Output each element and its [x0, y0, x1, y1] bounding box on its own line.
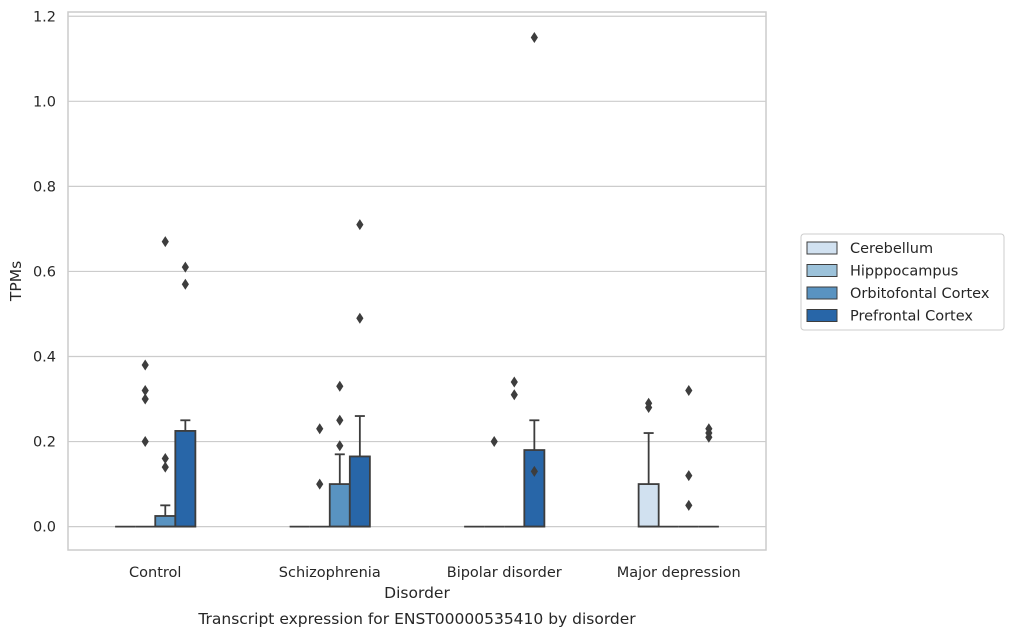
legend-swatch [806, 241, 838, 255]
outlier-point [685, 499, 693, 511]
box-body [348, 455, 371, 528]
outlier-point [141, 385, 149, 397]
outlier-point [161, 453, 169, 465]
outlier-point [705, 423, 713, 435]
outlier-point [356, 219, 364, 231]
y-tick-label: 0.8 [33, 179, 56, 195]
y-tick-label: 0.2 [33, 435, 56, 451]
box-orbitofontal-cortex [154, 504, 177, 528]
outlier-point [181, 261, 189, 273]
y-tick-label: 0.0 [33, 520, 56, 536]
outlier-point [316, 478, 324, 490]
x-tick-label: Schizophrenia [279, 565, 381, 581]
legend-label: Orbitofontal Cortex [850, 286, 990, 302]
outlier-point [316, 423, 324, 435]
outlier-point [685, 385, 693, 397]
outlier-point [336, 380, 344, 392]
boxes [115, 415, 719, 528]
x-tick-label: Major depression [617, 565, 741, 581]
y-tick-label: 0.6 [33, 264, 56, 280]
outlier-point [181, 278, 189, 290]
legend: Cerebellum Hipppocampus Orbitofontal Corte… [800, 233, 1005, 331]
gridlines [68, 15, 766, 528]
box-body [637, 483, 660, 528]
box-prefrontal-cortex [348, 415, 371, 528]
y-axis-ticks: 0.0 0.2 0.4 0.6 0.8 1.0 1.2 [33, 9, 56, 535]
box-body [154, 515, 177, 528]
legend-label: Cerebellum [850, 241, 933, 257]
box-body [174, 430, 197, 528]
x-axis-label: Disorder [384, 584, 450, 602]
plot-frame [67, 11, 767, 551]
x-axis-ticks: Control Schizophrenia Bipolar disorder Majo… [129, 565, 741, 581]
box-prefrontal-cortex [523, 419, 546, 528]
legend-label: Prefrontal Cortex [850, 309, 973, 325]
outlier-point [161, 461, 169, 473]
outlier-point [141, 393, 149, 405]
outlier-point [510, 389, 518, 401]
legend-frame [800, 233, 1005, 331]
y-tick-label: 1.2 [33, 9, 56, 25]
outlier-point [510, 376, 518, 388]
box-body [523, 449, 546, 528]
x-tick-label: Control [129, 565, 181, 581]
legend-label: Hipppocampus [850, 264, 958, 280]
box-body [328, 483, 351, 528]
chart-caption: Transcript expression for ENST0000053541… [197, 610, 636, 628]
box-prefrontal-cortex [174, 419, 197, 528]
outlier-point [490, 436, 498, 448]
outlier-point [530, 465, 538, 477]
outlier-point [141, 359, 149, 371]
legend-swatch [806, 264, 838, 277]
outlier-point [685, 470, 693, 482]
legend-swatch [806, 286, 838, 300]
outlier-point [645, 397, 653, 409]
outlier-point [530, 32, 538, 44]
outlier-point [161, 236, 169, 248]
y-tick-label: 0.4 [33, 349, 56, 365]
legend-item: Prefrontal Cortex [806, 309, 973, 325]
outlier-point [141, 436, 149, 448]
legend-swatch [806, 309, 838, 322]
outlier-point [356, 312, 364, 324]
box-orbitofontal-cortex [328, 453, 351, 528]
legend-item: Orbitofontal Cortex [806, 286, 990, 302]
y-axis-label: TPMs [7, 261, 25, 302]
x-tick-label: Bipolar disorder [447, 565, 562, 581]
legend-item: Cerebellum [806, 241, 933, 257]
box-cerebellum [637, 432, 660, 528]
outlier-point [336, 414, 344, 426]
y-tick-label: 1.0 [33, 94, 56, 110]
outliers [141, 32, 713, 511]
outlier-point [336, 440, 344, 452]
legend-item: Hipppocampus [806, 264, 958, 280]
